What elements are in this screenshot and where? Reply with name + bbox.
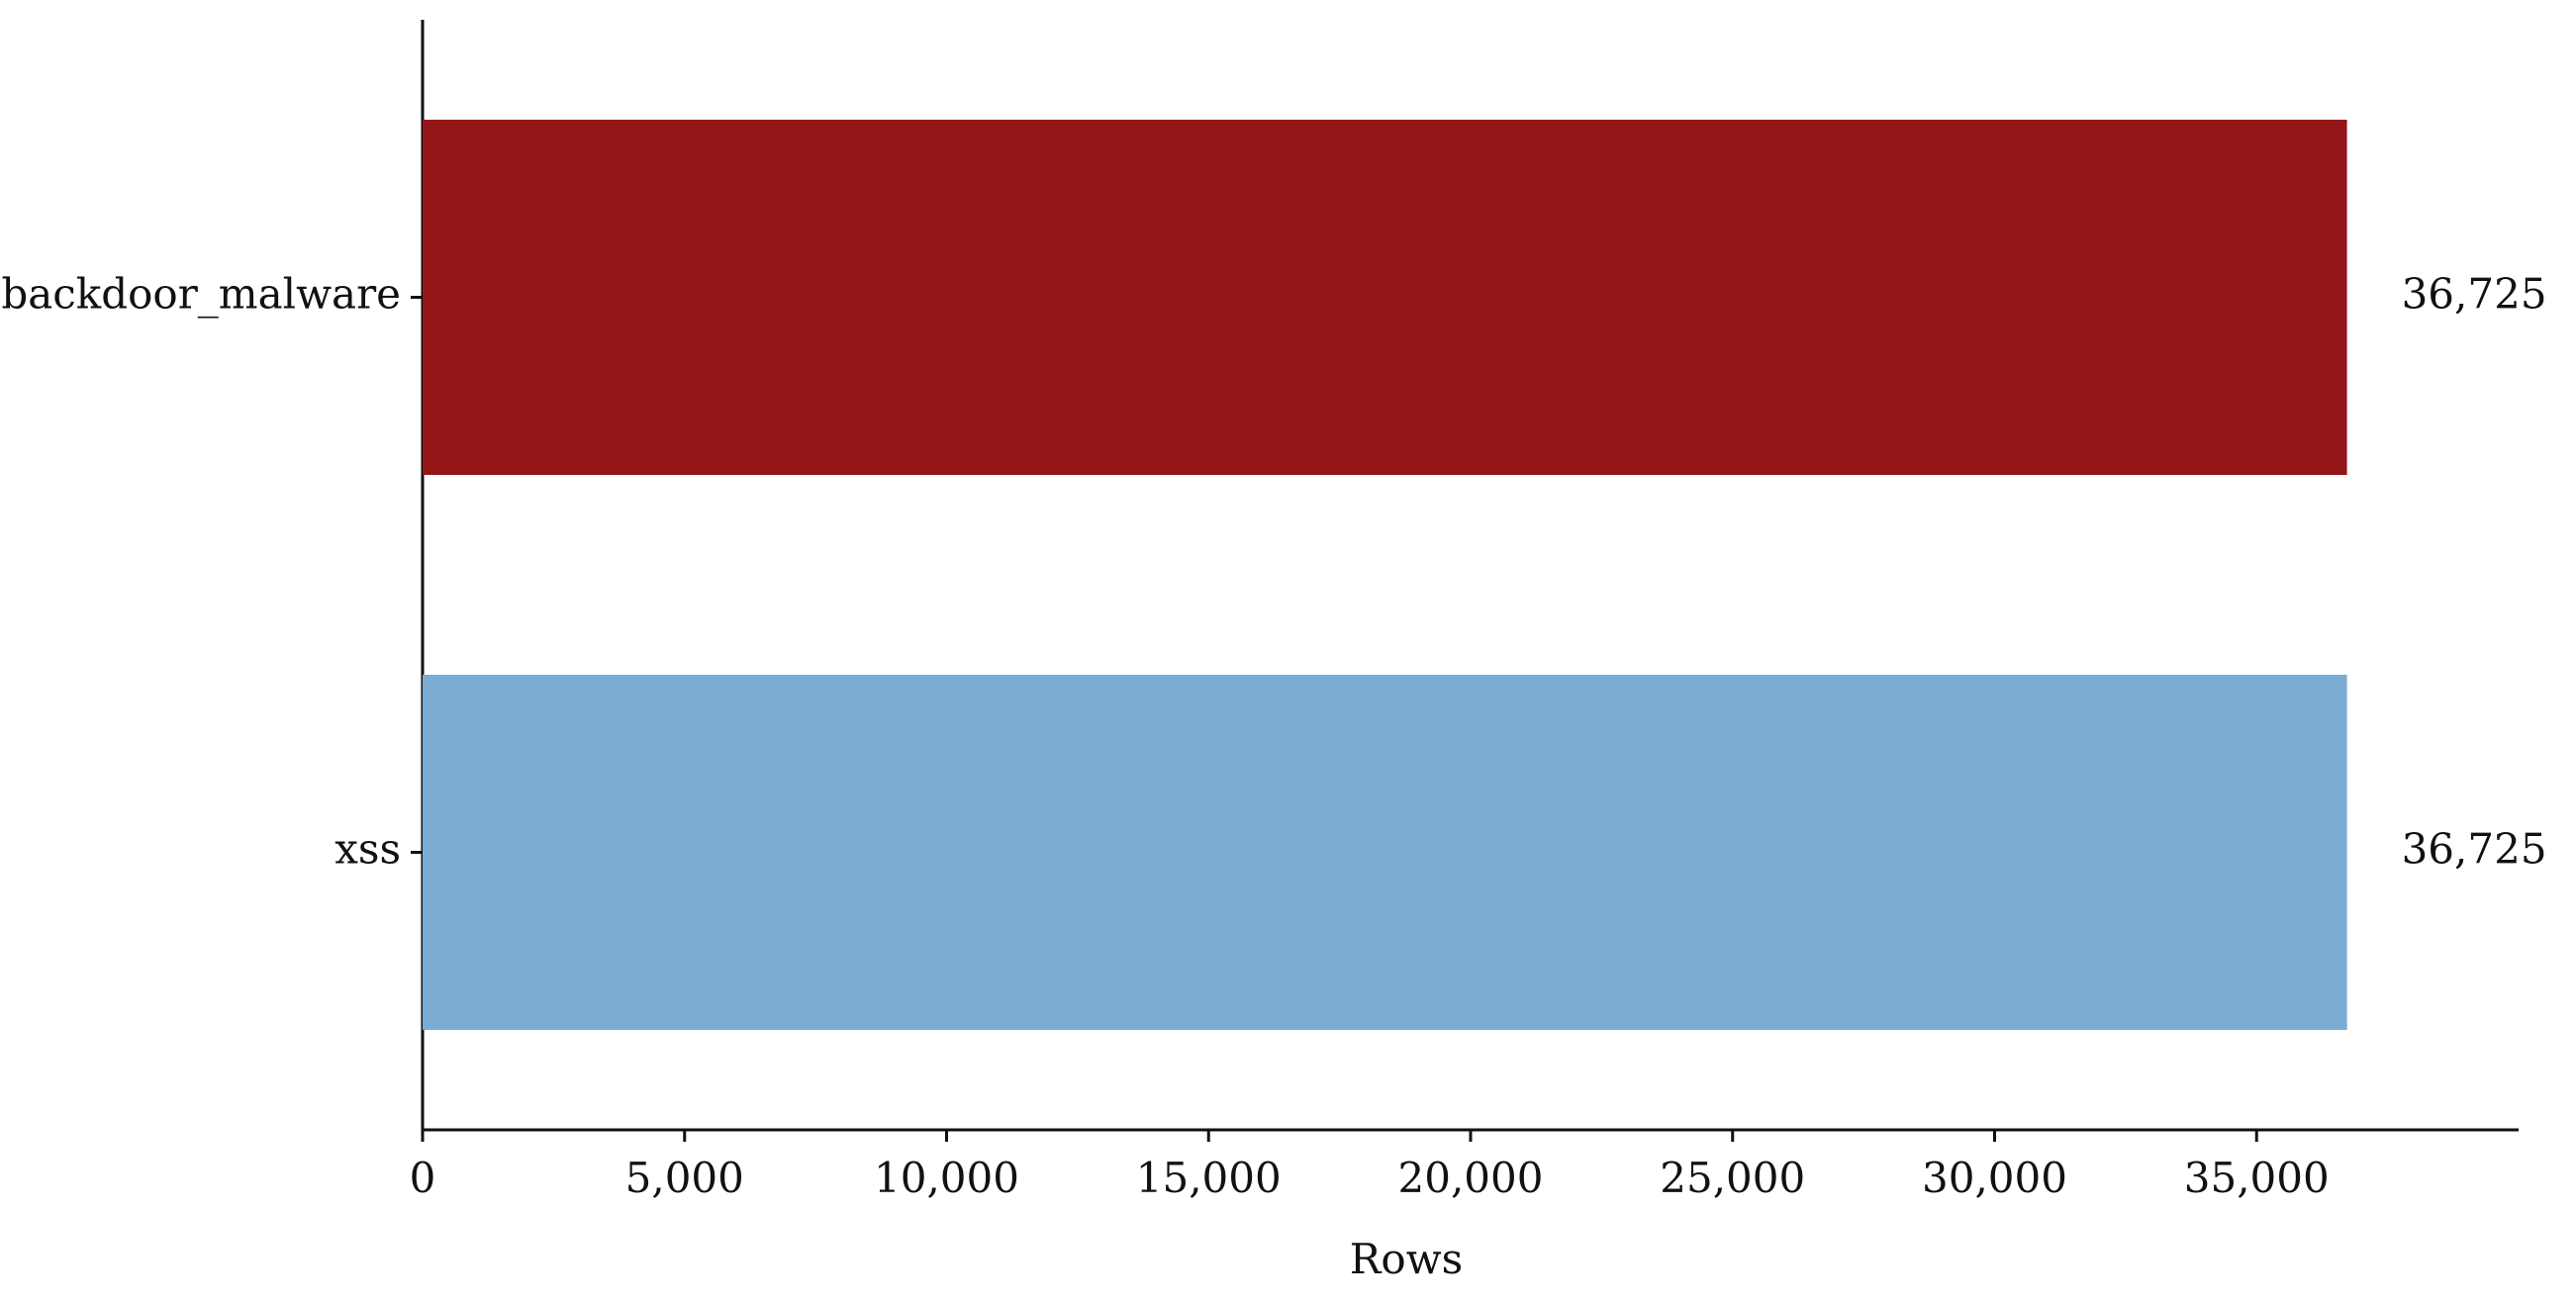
- value-label: 36,725: [2402, 270, 2547, 319]
- x-tick-label: 5,000: [625, 1154, 744, 1202]
- x-tick-label: 20,000: [1398, 1154, 1544, 1202]
- y-tick-label: backdoor_malware: [1, 270, 401, 319]
- x-tick-label: 30,000: [1922, 1154, 2067, 1202]
- x-axis-label: Rows: [1350, 1235, 1463, 1283]
- bar: [423, 119, 2347, 476]
- x-tick-label: 10,000: [874, 1154, 1019, 1202]
- bar: [423, 674, 2347, 1031]
- x-tick-label: 15,000: [1136, 1154, 1282, 1202]
- y-tick-label: xss: [334, 825, 401, 874]
- value-label: 36,725: [2402, 825, 2547, 874]
- x-tick-label: 35,000: [2184, 1154, 2330, 1202]
- x-tick-label: 25,000: [1660, 1154, 1805, 1202]
- x-tick-label: 0: [410, 1154, 436, 1202]
